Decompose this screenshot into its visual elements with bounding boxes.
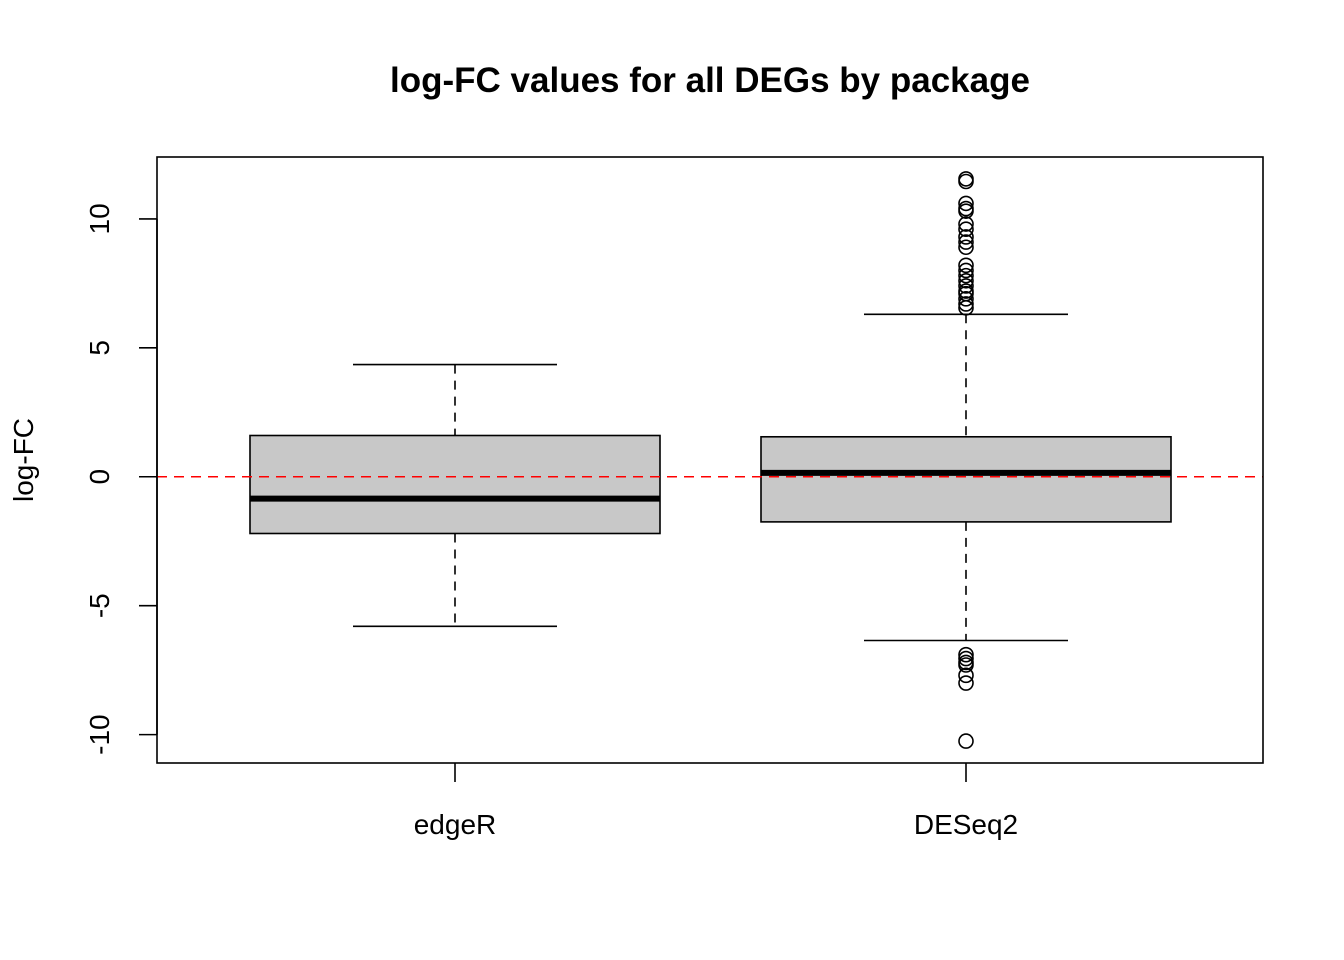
outlier-point [958, 257, 974, 274]
box-iqr [249, 434, 661, 535]
outlier-point [958, 272, 974, 289]
outlier-point [958, 278, 974, 294]
outlier-point [958, 229, 974, 245]
plot-frame [156, 156, 1264, 764]
y-axis-label: log-FC [8, 418, 39, 502]
outlier-point [958, 650, 974, 667]
outlier-point [958, 173, 974, 190]
outlier-point [958, 657, 974, 673]
box-iqr [760, 435, 1172, 523]
outlier-point [958, 300, 974, 316]
outlier-point [958, 675, 974, 691]
outlier-point [958, 195, 974, 212]
outlier-point [958, 239, 974, 256]
outlier-point [958, 262, 974, 279]
y-tick-label: 0 [84, 469, 115, 485]
outlier-point [958, 291, 974, 307]
outlier-point [958, 667, 974, 684]
x-tick-label: DESeq2 [914, 809, 1018, 840]
y-tick-label: 5 [84, 340, 115, 356]
outlier-point [958, 221, 974, 238]
chart-title: log-FC values for all DEGs by package [390, 61, 1030, 100]
y-tick-label: -10 [84, 714, 115, 754]
outlier-point [958, 296, 974, 312]
y-tick-label: -5 [84, 593, 115, 618]
outlier-point [958, 733, 974, 749]
y-tick-label: 10 [84, 203, 115, 234]
outlier-point [958, 234, 974, 250]
x-tick-label: edgeR [414, 809, 497, 840]
outlier-point [958, 203, 974, 219]
outlier-point [958, 646, 974, 663]
outlier-point [958, 216, 974, 232]
plot-marks: -10 -5 0 5 10 edgeR DESeq2 [84, 171, 1263, 840]
outlier-point [958, 267, 974, 284]
